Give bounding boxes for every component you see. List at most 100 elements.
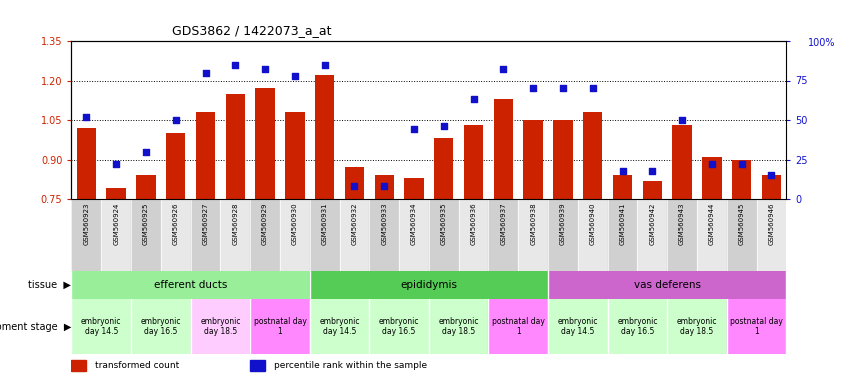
Bar: [315, 75, 335, 199]
Text: embryonic
day 14.5: embryonic day 14.5: [558, 317, 598, 336]
Text: GSM560944: GSM560944: [709, 203, 715, 245]
Bar: [548, 271, 786, 299]
Point: [467, 96, 480, 103]
Text: embryonic
day 16.5: embryonic day 16.5: [617, 317, 658, 336]
Bar: [762, 175, 781, 199]
Text: GSM560945: GSM560945: [738, 203, 744, 245]
Bar: [727, 199, 757, 271]
Text: GSM560939: GSM560939: [560, 203, 566, 245]
Bar: [71, 199, 101, 271]
Point: [378, 183, 391, 189]
Point: [764, 172, 778, 179]
Bar: [667, 299, 727, 354]
Bar: [280, 199, 309, 271]
Bar: [71, 299, 131, 354]
Bar: [607, 299, 667, 354]
Text: GSM560934: GSM560934: [411, 203, 417, 245]
Bar: [405, 178, 424, 199]
Text: embryonic
day 18.5: embryonic day 18.5: [438, 317, 479, 336]
Bar: [553, 120, 573, 199]
Point: [735, 161, 748, 167]
Bar: [489, 199, 518, 271]
Point: [229, 61, 242, 68]
Bar: [166, 133, 185, 199]
Bar: [464, 125, 484, 199]
Text: GSM560924: GSM560924: [114, 203, 119, 245]
Bar: [161, 199, 191, 271]
Bar: [518, 199, 548, 271]
Bar: [607, 199, 637, 271]
Bar: [256, 88, 275, 199]
Text: GSM560946: GSM560946: [769, 203, 775, 245]
Text: embryonic
day 14.5: embryonic day 14.5: [81, 317, 121, 336]
Text: GSM560927: GSM560927: [203, 203, 209, 245]
Bar: [494, 99, 513, 199]
Bar: [191, 199, 220, 271]
Bar: [225, 94, 245, 199]
Bar: [345, 167, 364, 199]
Bar: [429, 299, 489, 354]
Point: [526, 85, 540, 91]
Bar: [702, 157, 722, 199]
Y-axis label: 100%: 100%: [808, 38, 836, 48]
Point: [258, 66, 272, 73]
Text: vas deferens: vas deferens: [633, 280, 701, 290]
Bar: [251, 199, 280, 271]
Text: GSM560928: GSM560928: [232, 203, 238, 245]
Bar: [667, 199, 697, 271]
Text: GSM560938: GSM560938: [530, 203, 537, 245]
Bar: [548, 299, 607, 354]
Bar: [643, 180, 662, 199]
Text: GSM560936: GSM560936: [471, 203, 477, 245]
Text: GSM560926: GSM560926: [172, 203, 179, 245]
Bar: [757, 199, 786, 271]
Text: development stage  ▶: development stage ▶: [0, 321, 71, 331]
Point: [80, 114, 93, 120]
Bar: [191, 299, 251, 354]
Text: embryonic
day 14.5: embryonic day 14.5: [320, 317, 360, 336]
Bar: [548, 199, 578, 271]
Point: [675, 117, 689, 123]
Point: [616, 167, 629, 174]
Bar: [309, 271, 548, 299]
Bar: [637, 199, 667, 271]
Point: [318, 61, 331, 68]
Text: GSM560943: GSM560943: [679, 203, 685, 245]
Bar: [673, 125, 692, 199]
Text: tissue  ▶: tissue ▶: [28, 280, 71, 290]
Bar: [374, 175, 394, 199]
Bar: [220, 199, 251, 271]
Bar: [71, 271, 309, 299]
Bar: [429, 199, 458, 271]
Text: GDS3862 / 1422073_a_at: GDS3862 / 1422073_a_at: [172, 24, 332, 37]
Bar: [369, 199, 399, 271]
Bar: [77, 128, 96, 199]
Bar: [131, 199, 161, 271]
Bar: [727, 299, 786, 354]
Text: embryonic
day 18.5: embryonic day 18.5: [677, 317, 717, 336]
Text: GSM560940: GSM560940: [590, 203, 595, 245]
Bar: [101, 199, 131, 271]
Text: GSM560932: GSM560932: [352, 203, 357, 245]
Text: GSM560923: GSM560923: [83, 203, 89, 245]
Text: postnatal day
1: postnatal day 1: [492, 317, 545, 336]
Text: GSM560930: GSM560930: [292, 203, 298, 245]
Point: [140, 149, 153, 155]
Text: GSM560937: GSM560937: [500, 203, 506, 245]
Bar: [732, 159, 751, 199]
Point: [198, 70, 212, 76]
Point: [556, 85, 569, 91]
Text: GSM560933: GSM560933: [381, 203, 387, 245]
Point: [169, 117, 182, 123]
Bar: [107, 189, 126, 199]
Bar: [613, 175, 632, 199]
Point: [407, 126, 420, 132]
Text: GSM560931: GSM560931: [321, 203, 328, 245]
Point: [497, 66, 510, 73]
Bar: [136, 175, 156, 199]
Bar: [489, 299, 548, 354]
Text: GSM560935: GSM560935: [441, 203, 447, 245]
Bar: [434, 139, 453, 199]
Bar: [251, 299, 309, 354]
Point: [705, 161, 718, 167]
